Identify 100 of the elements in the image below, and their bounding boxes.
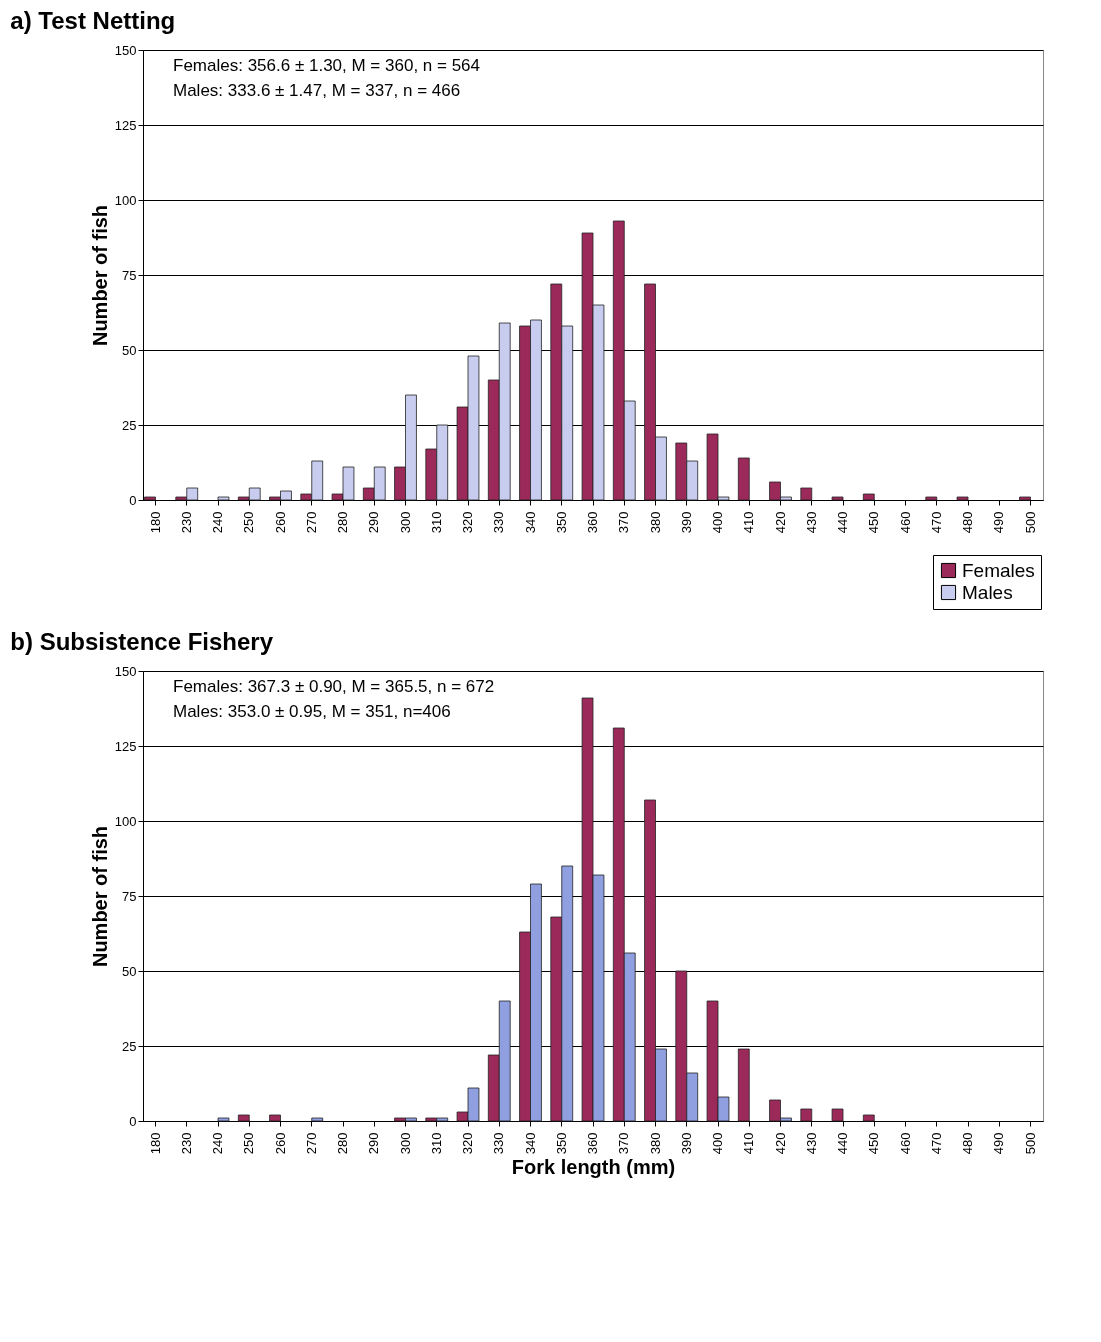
x-tick-label: 500 — [1022, 511, 1038, 534]
x-tick-label: 240 — [210, 511, 225, 534]
bar — [737, 457, 750, 501]
y-tick-label: 50 — [122, 963, 137, 979]
bar — [831, 496, 844, 501]
y-tick-label: 75 — [122, 267, 137, 283]
x-tick-label: 450 — [866, 1132, 882, 1155]
y-tick-label: 0 — [129, 492, 137, 508]
annotation: Males: 353.0 ± 0.95, M = 351, n=406 — [173, 702, 451, 721]
x-tick-label: 400 — [710, 1132, 725, 1155]
y-tick-label: 25 — [122, 1038, 137, 1054]
x-tick-label: 250 — [241, 511, 257, 534]
x-tick-label: 310 — [428, 511, 444, 534]
x-tick-label: 490 — [991, 1132, 1007, 1155]
x-tick-label: 330 — [491, 511, 507, 534]
x-tick-label: 320 — [460, 511, 475, 534]
x-tick-label: 360 — [585, 1132, 600, 1155]
x-tick-label: 270 — [303, 511, 319, 534]
x-tick-label: 470 — [928, 1132, 944, 1155]
bar — [862, 493, 875, 501]
chart-title: a) Test Netting — [10, 7, 176, 34]
x-tick-label: 430 — [803, 1132, 819, 1155]
x-tick-label: 400 — [710, 511, 725, 534]
x-tick-label: 260 — [272, 511, 288, 534]
bar — [956, 496, 969, 501]
x-tick-label: 180 — [147, 511, 163, 534]
y-tick-label: 0 — [129, 1113, 137, 1129]
x-tick-label: 350 — [553, 1132, 569, 1155]
legend-label: Males — [962, 581, 1013, 603]
y-axis-title: Number of fish — [88, 825, 111, 968]
x-tick-label: 250 — [241, 1132, 257, 1155]
y-tick-label: 75 — [122, 888, 137, 904]
x-tick-label: 460 — [897, 1132, 913, 1155]
bar — [862, 1114, 875, 1122]
bar — [144, 496, 156, 501]
x-axis-title: Fork length (mm) — [511, 1156, 676, 1179]
bar — [925, 496, 938, 501]
x-tick-label: 330 — [491, 1132, 507, 1155]
x-tick-label: 340 — [522, 511, 538, 534]
x-tick-label: 360 — [585, 511, 600, 534]
x-tick-label: 180 — [147, 1132, 163, 1155]
bar — [800, 487, 813, 501]
x-tick-label: 300 — [397, 511, 413, 534]
x-tick-label: 440 — [835, 511, 850, 534]
x-tick-label: 320 — [460, 1132, 475, 1155]
x-tick-label: 470 — [928, 511, 944, 534]
y-tick-label: 150 — [114, 663, 137, 679]
x-tick-label: 230 — [178, 511, 194, 534]
x-tick-label: 310 — [428, 1132, 444, 1155]
x-tick-label: 430 — [803, 511, 819, 534]
x-tick-label: 500 — [1022, 1132, 1038, 1155]
y-axis-title: Number of fish — [88, 204, 111, 347]
x-tick-label: 290 — [366, 511, 382, 534]
x-tick-label: 260 — [272, 1132, 288, 1155]
y-tick-label: 100 — [114, 192, 137, 208]
bar — [311, 1117, 324, 1122]
bar — [237, 1114, 250, 1122]
bar — [217, 496, 230, 501]
x-tick-label: 370 — [616, 1132, 632, 1155]
bar — [831, 1108, 844, 1122]
x-tick-label: 380 — [647, 511, 663, 534]
y-tick-label: 100 — [114, 813, 137, 829]
x-tick-label: 340 — [522, 1132, 538, 1155]
x-tick-label: 230 — [178, 1132, 194, 1155]
legend-label: Females — [962, 559, 1035, 581]
x-tick-label: 420 — [772, 1132, 788, 1155]
y-tick-label: 125 — [114, 117, 137, 133]
y-tick-label: 125 — [114, 738, 137, 754]
x-tick-label: 350 — [553, 511, 569, 534]
x-tick-label: 290 — [366, 1132, 382, 1155]
bar — [217, 1117, 230, 1122]
y-tick-label: 50 — [122, 342, 137, 358]
annotation: Females: 367.3 ± 0.90, M = 365.5, n = 672 — [173, 677, 495, 696]
y-tick-label: 25 — [122, 417, 137, 433]
x-tick-label: 370 — [616, 511, 632, 534]
bar — [737, 1048, 750, 1122]
x-tick-label: 390 — [678, 511, 694, 534]
x-tick-label: 280 — [335, 1132, 350, 1155]
bar — [1019, 496, 1031, 501]
x-tick-label: 240 — [210, 1132, 225, 1155]
x-tick-label: 450 — [866, 511, 882, 534]
x-tick-label: 390 — [678, 1132, 694, 1155]
x-tick-label: 300 — [397, 1132, 413, 1155]
x-tick-label: 410 — [741, 1132, 757, 1155]
bar — [269, 1114, 281, 1122]
chart-title: b) Subsistence Fishery — [10, 628, 274, 655]
x-tick-label: 480 — [960, 511, 975, 534]
x-tick-label: 420 — [772, 511, 788, 534]
x-tick-label: 380 — [647, 1132, 663, 1155]
x-tick-label: 410 — [741, 511, 757, 534]
annotation: Females: 356.6 ± 1.30, M = 360, n = 564 — [173, 56, 481, 75]
x-tick-label: 490 — [991, 511, 1007, 534]
x-tick-label: 440 — [835, 1132, 850, 1155]
x-tick-label: 460 — [897, 511, 913, 534]
bar — [800, 1108, 813, 1122]
x-tick-label: 280 — [335, 511, 350, 534]
y-tick-label: 150 — [114, 42, 137, 58]
x-tick-label: 480 — [960, 1132, 975, 1155]
annotation: Males: 333.6 ± 1.47, M = 337, n = 466 — [173, 81, 461, 100]
x-tick-label: 270 — [303, 1132, 319, 1155]
